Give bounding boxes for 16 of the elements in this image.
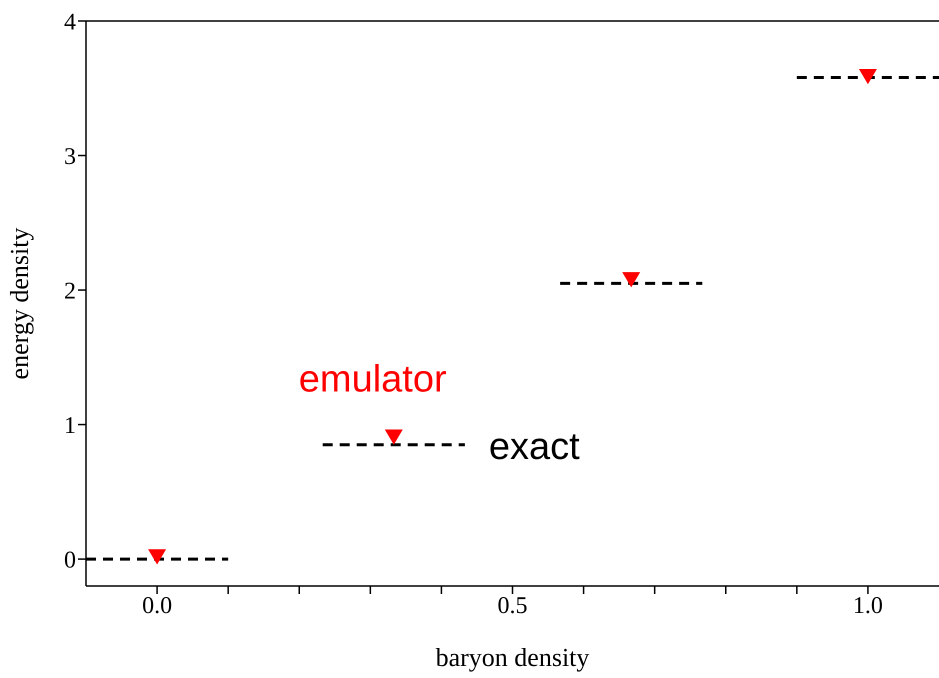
y-axis-title: energy density [5, 228, 34, 380]
y-tick-label: 2 [64, 278, 76, 305]
x-tick-label: 0.0 [142, 593, 172, 620]
series-label: exact [488, 426, 580, 468]
y-tick-label: 3 [64, 144, 76, 170]
point [622, 272, 640, 288]
y-tick-label: 4 [64, 10, 76, 36]
point [384, 429, 403, 445]
x-axis-title: baryon density [436, 643, 590, 672]
y-tick-label: 1 [64, 413, 76, 440]
y-tick-label: 0 [64, 548, 76, 574]
x-tick-label: 1.0 [852, 593, 883, 620]
series-label: emulator [298, 358, 447, 401]
x-tick-label: 0.5 [498, 593, 528, 620]
point [858, 68, 877, 84]
point [148, 549, 166, 565]
